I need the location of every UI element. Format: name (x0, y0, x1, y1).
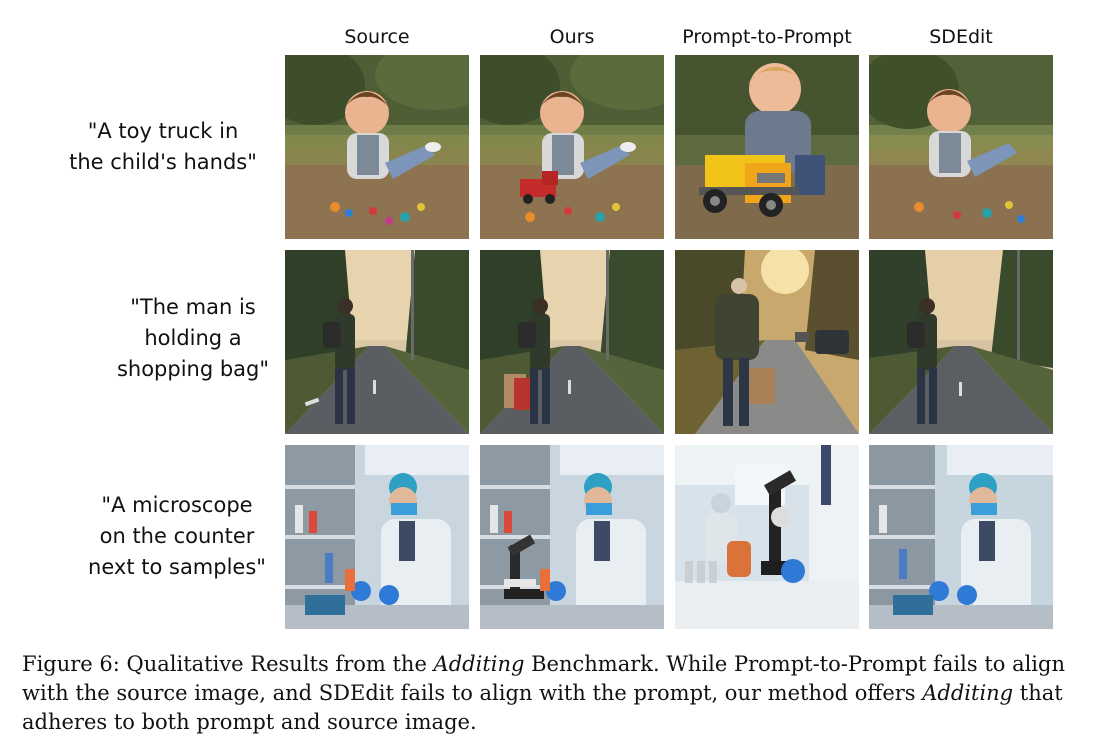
caption-middle: Benchmark. While Prompt-to-Prompt fails … (22, 652, 1065, 705)
image-child-source (285, 55, 469, 239)
column-header-sdedit: SDEdit (929, 26, 993, 48)
prompt-line: on the counter (99, 524, 255, 548)
image-child-ours (480, 55, 664, 239)
prompt-line: shopping bag" (116, 357, 270, 381)
image-lab-sdedit (869, 445, 1053, 629)
image-child-sdedit (869, 55, 1053, 239)
prompt-line: the child's hands" (69, 150, 257, 174)
figure-caption: Figure 6: Qualitative Results from the A… (22, 650, 1082, 737)
caption-suffix: that adheres to both prompt and source i… (22, 681, 1063, 734)
row-prompt-toy-truck: "A toy truck in the child's hands" (38, 116, 288, 178)
image-lab-ours (480, 445, 664, 629)
row-prompt-microscope: "A microscope on the counter next to sam… (52, 490, 302, 583)
prompt-line: "A microscope (101, 493, 253, 517)
row-prompt-shopping-bag: "The man is holding a shopping bag" (68, 292, 318, 385)
image-road-ours (480, 250, 664, 434)
image-child-prompt-to-prompt (675, 55, 859, 239)
image-lab-prompt-to-prompt (675, 445, 859, 629)
image-road-source (285, 250, 469, 434)
prompt-line: "The man is (130, 295, 256, 319)
caption-italic-additing: Additing (433, 652, 525, 676)
prompt-line: next to samples" (88, 555, 266, 579)
prompt-line: holding a (144, 326, 242, 350)
caption-italic-additing: Additing (922, 681, 1014, 705)
column-header-prompt-to-prompt: Prompt-to-Prompt (682, 26, 852, 48)
image-road-sdedit (869, 250, 1053, 434)
image-road-prompt-to-prompt (675, 250, 859, 434)
column-header-ours: Ours (549, 26, 595, 48)
prompt-line: "A toy truck in (87, 119, 239, 143)
image-lab-source (285, 445, 469, 629)
caption-prefix: Figure 6: Qualitative Results from the (22, 652, 434, 676)
column-header-source: Source (344, 26, 410, 48)
